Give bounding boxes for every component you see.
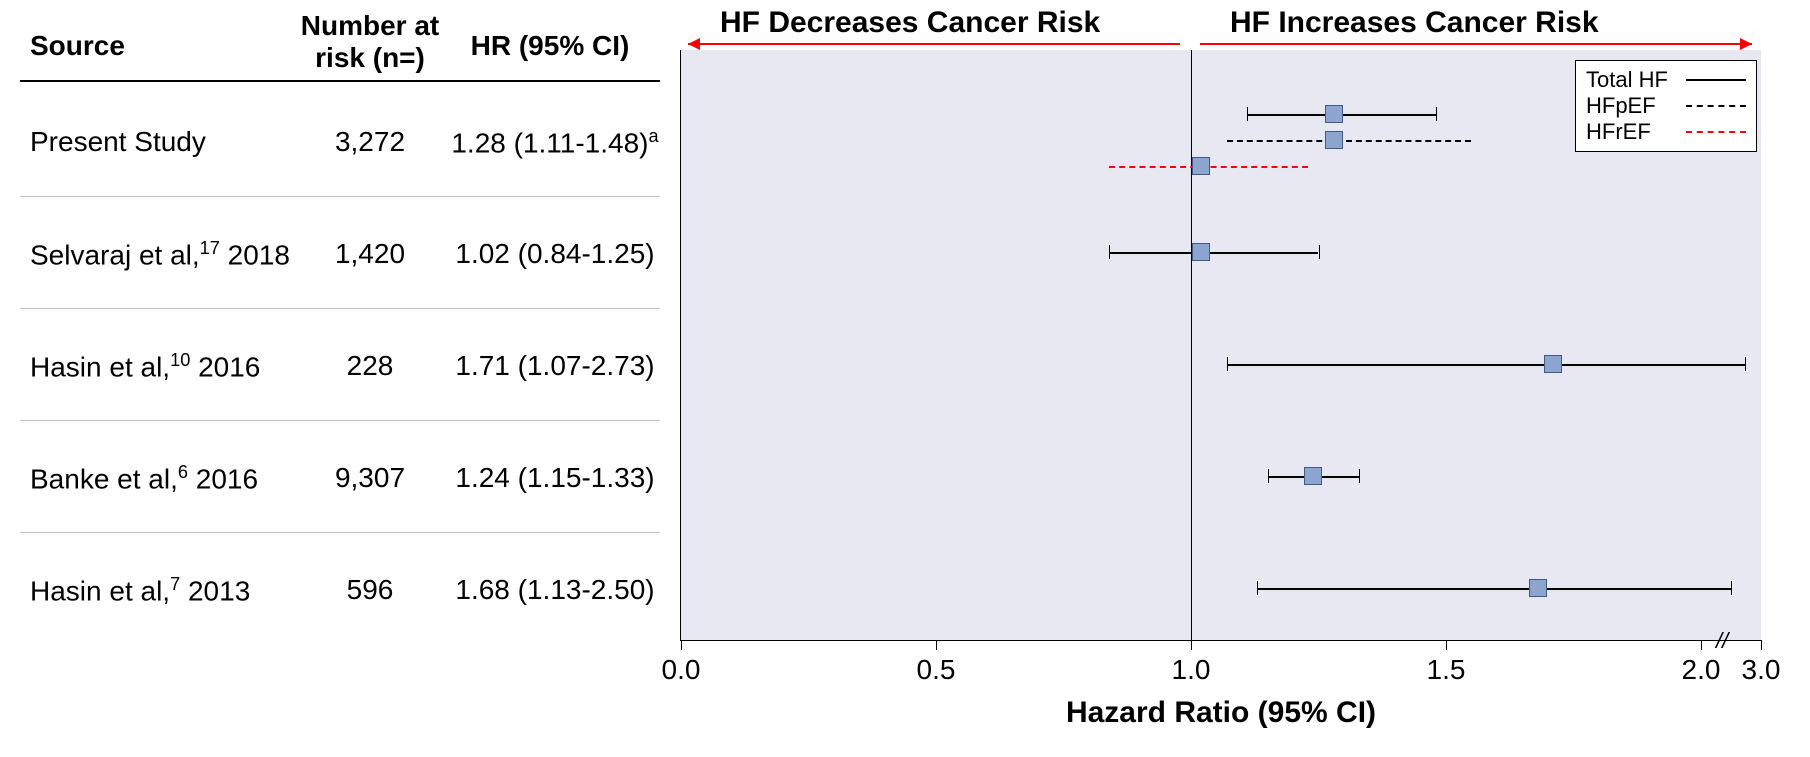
hr-marker bbox=[1529, 579, 1547, 597]
source-cell: Banke et al,6 2016 bbox=[30, 462, 258, 495]
hr-cell: 1.02 (0.84-1.25) bbox=[420, 238, 690, 270]
source-cell: Hasin et al,10 2016 bbox=[30, 350, 260, 383]
hr-marker bbox=[1192, 157, 1210, 175]
hr-cell: 1.71 (1.07-2.73) bbox=[420, 350, 690, 382]
legend-line bbox=[1686, 79, 1746, 81]
legend-label: Total HF bbox=[1586, 67, 1676, 93]
forest-plot: 0.00.51.01.52.0//3.0Hazard Ratio (95% CI… bbox=[680, 50, 1761, 641]
nrisk-cell: 1,420 bbox=[310, 238, 430, 270]
ci-line bbox=[1227, 364, 1745, 366]
hr-marker bbox=[1325, 105, 1343, 123]
legend: Total HFHFpEFHFrEF bbox=[1575, 60, 1757, 152]
nrisk-cell: 3,272 bbox=[310, 126, 430, 158]
nrisk-cell: 596 bbox=[310, 574, 430, 606]
hr-marker bbox=[1192, 243, 1210, 261]
hr-cell: 1.28 (1.11-1.48)a bbox=[420, 126, 690, 159]
hr-cell: 1.68 (1.13-2.50) bbox=[420, 574, 690, 606]
ci-line bbox=[1257, 588, 1731, 590]
x-axis-title: Hazard Ratio (95% CI) bbox=[1066, 696, 1376, 730]
legend-label: HFrEF bbox=[1586, 119, 1676, 145]
nrisk-cell: 228 bbox=[310, 350, 430, 382]
col-header-nrisk: Number atrisk (n=) bbox=[280, 10, 460, 74]
source-cell: Selvaraj et al,17 2018 bbox=[30, 238, 290, 271]
legend-line bbox=[1686, 131, 1746, 133]
hr-cell: 1.24 (1.15-1.33) bbox=[420, 462, 690, 494]
ci-line bbox=[1109, 252, 1318, 254]
nrisk-cell: 9,307 bbox=[310, 462, 430, 494]
source-cell: Present Study bbox=[30, 126, 206, 158]
legend-label: HFpEF bbox=[1586, 93, 1676, 119]
legend-line bbox=[1686, 105, 1746, 107]
ci-line bbox=[1227, 140, 1472, 142]
source-cell: Hasin et al,7 2013 bbox=[30, 574, 250, 607]
hr-marker bbox=[1325, 131, 1343, 149]
axis-break: // bbox=[1716, 628, 1728, 654]
hr-marker bbox=[1304, 467, 1322, 485]
hr-marker bbox=[1544, 355, 1562, 373]
